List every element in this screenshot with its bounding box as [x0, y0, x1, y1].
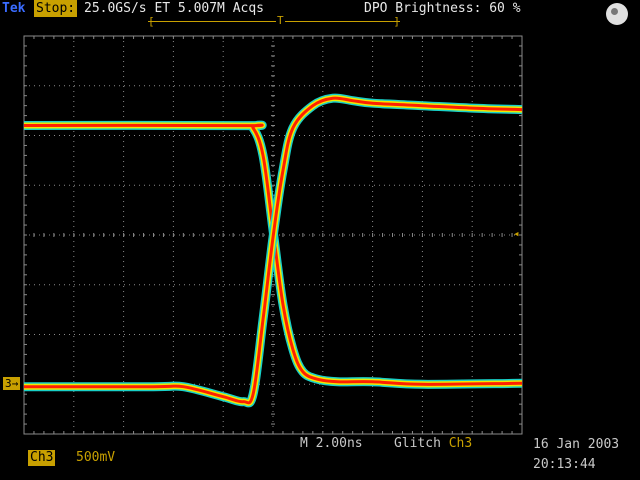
date-readout: 16 Jan 2003: [533, 437, 620, 452]
timebase-scale: M 2.00ns: [300, 436, 363, 451]
status-header: Tek Stop: 25.0GS/s ET 5.007M Acqs DPO Br…: [0, 0, 640, 20]
record-bar-line: [148, 21, 400, 22]
acquisition-readout: 25.0GS/s ET 5.007M Acqs: [84, 1, 265, 16]
trace-rising-edge-layer-2: [23, 96, 523, 405]
trigger-source: Ch3: [448, 436, 473, 451]
record-bar-right-bracket: ]: [393, 15, 400, 28]
record-position-bar[interactable]: [ ] T: [148, 14, 400, 28]
trigger-level-marker[interactable]: ◂: [513, 227, 520, 240]
channel-scale: 500mV: [76, 450, 116, 465]
run-state-badge[interactable]: Stop:: [34, 0, 78, 17]
channel-badge[interactable]: Ch3: [28, 450, 56, 466]
graticule: [23, 35, 523, 435]
waveform-traces: [23, 93, 523, 408]
trigger-status-icon: [606, 3, 628, 25]
brand-logo: Tek: [2, 1, 26, 16]
trigger-position-marker[interactable]: T: [276, 14, 285, 27]
record-bar-left-bracket: [: [148, 15, 155, 28]
channel-3-ground-marker[interactable]: 3→: [3, 377, 21, 390]
trace-rising-edge-layer-1: [23, 95, 523, 406]
dpo-brightness-readout: DPO Brightness: 60 %: [364, 1, 521, 16]
time-readout: 20:13:44: [533, 457, 596, 472]
timebase-readout: M 2.00ns Glitch Ch3: [300, 436, 472, 452]
trace-falling-edge-layer-2: [23, 123, 523, 386]
trigger-type: Glitch: [393, 436, 441, 451]
